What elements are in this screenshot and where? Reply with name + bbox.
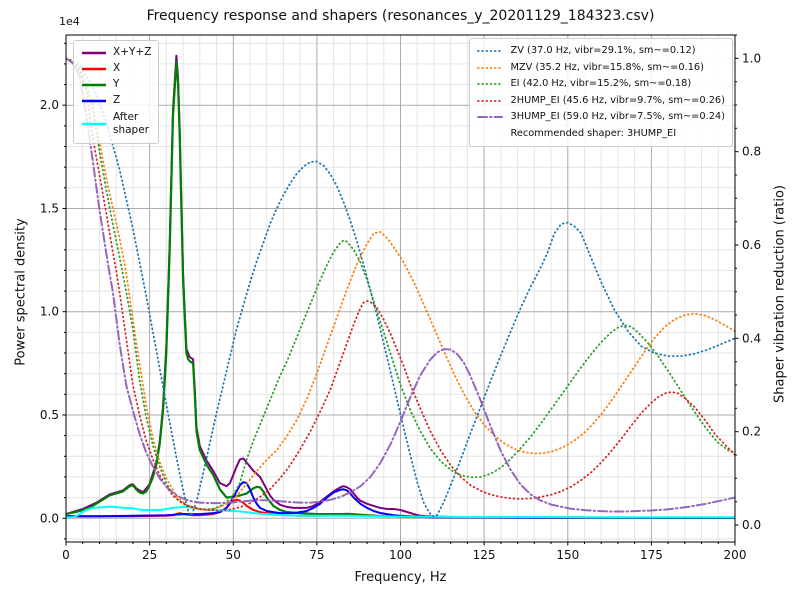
legend-sample-line: [477, 99, 504, 102]
y-left-tick-label: 0.5: [40, 408, 59, 422]
x-tick-label: 75: [309, 548, 324, 562]
y-left-tick-label: 2.0: [40, 98, 59, 112]
x-tick-label: 150: [556, 548, 579, 562]
legend-psd: X+Y+Z X Y Z After shaper: [73, 40, 160, 144]
legend-item: X: [81, 61, 151, 77]
x-axis-label: Frequency, Hz: [354, 570, 447, 585]
legend-item-label: Z: [113, 94, 121, 107]
legend-item: MZV (35.2 Hz, vibr=15.8%, sm~=0.16): [477, 60, 725, 77]
y-axis-label-right: Shaper vibration reduction (ratio): [772, 185, 788, 403]
legend-item: Y: [81, 77, 151, 93]
x-tick-label: 100: [389, 548, 412, 562]
y-right-tick-label: 1.0: [742, 51, 761, 65]
y-left-tick-label: 0.0: [40, 511, 59, 525]
y-right-tick-label: 0.2: [742, 425, 761, 439]
series-mzv-35-2-hz-vibr-15-8-sm-0-16-: [66, 57, 735, 512]
x-tick-label: 200: [724, 548, 747, 562]
legend-item: 3HUMP_EI (59.0 Hz, vibr=7.5%, sm~=0.24): [477, 109, 725, 126]
x-tick-label: 125: [473, 548, 496, 562]
legend-item-label: 3HUMP_EI (59.0 Hz, vibr=7.5%, sm~=0.24): [510, 111, 725, 123]
legend-item-label: After shaper: [113, 110, 150, 136]
y-axis-label-left: Power spectral density: [13, 218, 29, 366]
x-tick-label: 0: [62, 548, 70, 562]
y-left-tick-label: 1.0: [40, 305, 59, 319]
legend-item-label: X: [113, 62, 121, 75]
legend-sample-line: [82, 122, 106, 126]
legend-note: Recommended shaper: 3HUMP_EI: [477, 126, 725, 143]
legend-item-label: MZV (35.2 Hz, vibr=15.8%, sm~=0.16): [510, 61, 704, 73]
legend-sample-line: [82, 83, 106, 87]
series-y: [66, 60, 735, 519]
legend-sample-line: [82, 67, 106, 71]
x-tick-label: 50: [226, 548, 241, 562]
axis-offset-text: 1e4: [59, 15, 80, 28]
legend-item: ZV (37.0 Hz, vibr=29.1%, sm~=0.12): [477, 43, 725, 60]
legend-sample-line: [477, 116, 504, 119]
y-right-tick-label: 0.0: [742, 518, 761, 532]
chart-title: Frequency response and shapers (resonanc…: [146, 8, 655, 24]
y-right-tick-label: 0.8: [742, 145, 761, 159]
series-zv-37-0-hz-vibr-29-1-sm-0-12-: [66, 57, 735, 518]
y-right-tick-label: 0.6: [742, 238, 761, 252]
legend-item-label: Y: [113, 78, 120, 91]
x-tick-label: 175: [640, 548, 663, 562]
legend-item-label: 2HUMP_EI (45.6 Hz, vibr=9.7%, sm~=0.26): [510, 94, 725, 106]
legend-item-label: ZV (37.0 Hz, vibr=29.1%, sm~=0.12): [510, 45, 696, 57]
series-2hump-ei-45-6-hz-vibr-9-7-sm-0-26-: [66, 57, 735, 512]
x-tick-label: 25: [142, 548, 157, 562]
legend-item: Z: [81, 93, 151, 109]
y-left-tick-label: 1.5: [40, 202, 59, 216]
legend-item-label: X+Y+Z: [113, 46, 152, 59]
legend-sample-line: [477, 50, 504, 53]
legend-item: X+Y+Z: [81, 45, 151, 61]
legend-note-label: Recommended shaper: 3HUMP_EI: [510, 127, 677, 139]
legend-sample-line: [477, 83, 504, 86]
tick-labels: 0 25 50 75 100 125 150 175 200 0.0 0.5 1.0 1.5 2.0 0.0…: [40, 51, 761, 562]
legend-sample-line: [82, 99, 106, 103]
legend-item: 2HUMP_EI (45.6 Hz, vibr=9.7%, sm~=0.26): [477, 93, 725, 110]
legend-item-label: EI (42.0 Hz, vibr=15.2%, sm~=0.18): [510, 78, 692, 90]
axis-ticks: [62, 34, 739, 546]
series-3hump-ei-59-0-hz-vibr-7-5-sm-0-24-: [66, 57, 735, 513]
y-right-tick-label: 0.4: [742, 331, 761, 345]
series-ei-42-0-hz-vibr-15-2-sm-0-18-: [66, 57, 735, 511]
legend-sample-line: [477, 66, 504, 69]
legend-item: After shaper: [81, 109, 151, 139]
series-curves: [66, 54, 735, 519]
legend-sample-line: [82, 51, 106, 55]
legend-item: EI (42.0 Hz, vibr=15.2%, sm~=0.18): [477, 76, 725, 93]
legend-shapers: ZV (37.0 Hz, vibr=29.1%, sm~=0.12) MZV (3…: [469, 38, 733, 147]
